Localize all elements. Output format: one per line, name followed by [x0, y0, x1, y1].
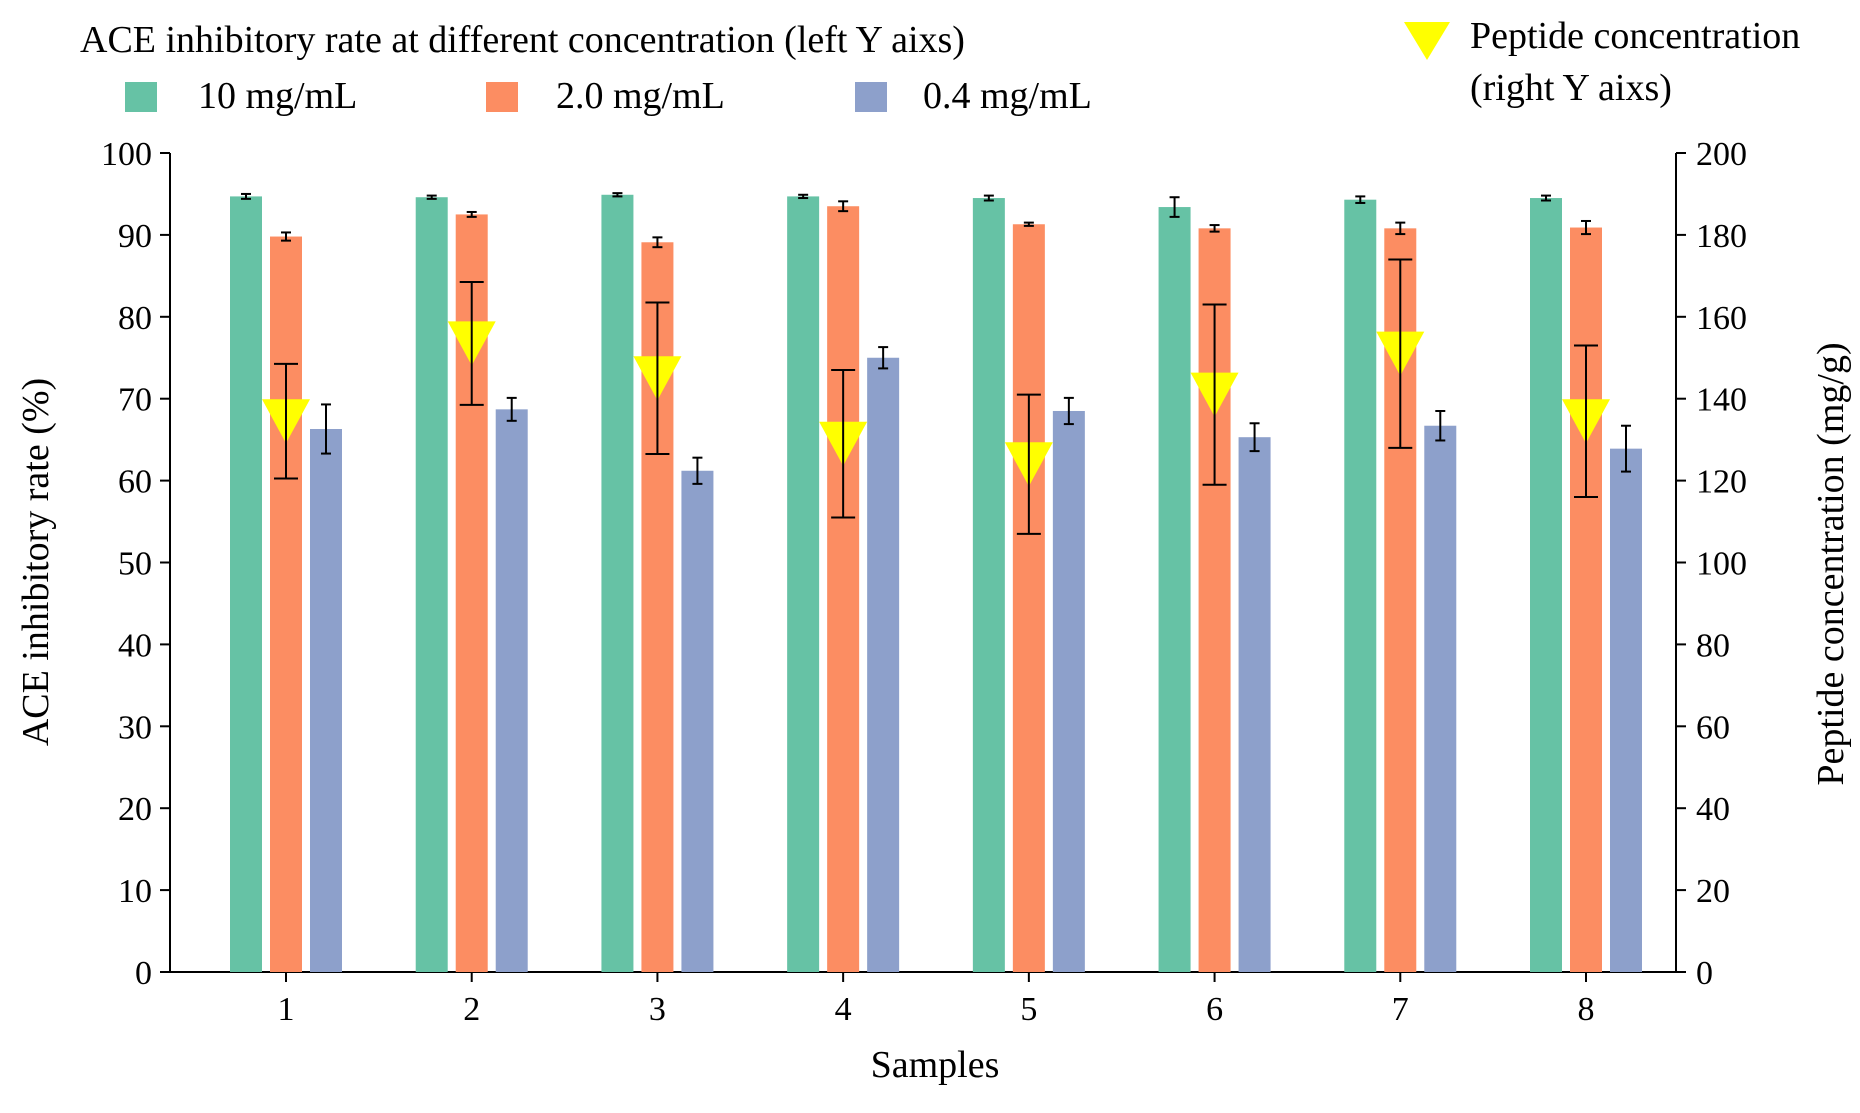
- bar-series-1-sample-1: [230, 196, 262, 973]
- left-y-ticks: 0 10 20 30 40 50 60 70 80 90 100: [101, 136, 170, 992]
- legend-swatch-10mg: [125, 82, 157, 112]
- left-tick-label: 0: [135, 955, 152, 992]
- x-tick-label: 1: [278, 991, 295, 1028]
- y2-axis-title: Peptide concentration (mg/g): [1810, 342, 1852, 785]
- x-tick-label: 5: [1020, 991, 1037, 1028]
- legend-swatch-2mg: [486, 82, 518, 112]
- x-tick-label: 8: [1578, 991, 1595, 1028]
- left-tick-label: 30: [118, 709, 152, 746]
- x-axis-title: Samples: [871, 1044, 1000, 1086]
- x-tick-label: 7: [1392, 991, 1409, 1028]
- x-tick-label: 6: [1206, 991, 1223, 1028]
- right-y-ticks: 0 20 40 60 80 100 120 140 160 180 200: [1676, 136, 1747, 992]
- bar-series-1-sample-3: [601, 194, 634, 973]
- right-tick-label: 60: [1696, 709, 1730, 746]
- left-tick-label: 50: [118, 546, 152, 583]
- y-axis-title: ACE inhibitory rate (%): [15, 378, 57, 746]
- x-ticks: 1 2 3 4 5 6 7 8: [278, 972, 1595, 1028]
- bar-series-3-sample-8: [1610, 448, 1642, 972]
- bar-series-3-sample-4: [867, 357, 900, 972]
- right-tick-label: 40: [1696, 791, 1730, 828]
- bar-series-2-sample-4: [827, 206, 860, 973]
- left-tick-label: 80: [118, 300, 152, 337]
- left-tick-label: 60: [118, 464, 152, 501]
- bar-series-1-sample-6: [1158, 207, 1191, 972]
- bar-series-1-sample-5: [972, 198, 1005, 973]
- legend-label-10mg: 10 mg/mL: [198, 75, 357, 117]
- right-tick-label: 180: [1696, 218, 1747, 255]
- left-tick-label: 40: [118, 627, 152, 664]
- legend-title: ACE inhibitory rate at different concent…: [80, 19, 965, 61]
- left-tick-label: 100: [101, 136, 152, 173]
- left-tick-label: 90: [118, 218, 152, 255]
- peptide-overlay: [262, 258, 1610, 535]
- right-tick-label: 120: [1696, 464, 1747, 501]
- bar-series-2-sample-1: [270, 236, 302, 973]
- bar-series-1-sample-7: [1344, 199, 1377, 973]
- legend-peptide-label-line2: (right Y aixs): [1470, 67, 1672, 109]
- left-tick-label: 10: [118, 873, 152, 910]
- legend-swatch-0-4mg: [855, 82, 887, 112]
- right-tick-label: 160: [1696, 300, 1747, 337]
- right-tick-label: 200: [1696, 136, 1747, 173]
- legend-peptide-label: Peptide concentration: [1470, 15, 1800, 57]
- bar-series-3-sample-1: [310, 429, 342, 972]
- bar-series-3-sample-3: [681, 470, 714, 972]
- bar-series-1-sample-8: [1530, 198, 1562, 973]
- bar-series-1-sample-2: [415, 197, 448, 972]
- bar-series-2-sample-5: [1012, 224, 1045, 973]
- bar-series-3-sample-6: [1238, 437, 1271, 972]
- bar-series-2-sample-8: [1570, 227, 1602, 973]
- left-tick-label: 70: [118, 382, 152, 419]
- right-tick-label: 0: [1696, 955, 1713, 992]
- right-tick-label: 20: [1696, 873, 1730, 910]
- bar-series-1-sample-4: [787, 196, 820, 973]
- x-tick-label: 2: [463, 991, 480, 1028]
- legend-label-0-4mg: 0.4 mg/mL: [923, 75, 1092, 117]
- x-tick-label: 3: [649, 991, 666, 1028]
- legend-label-2mg: 2.0 mg/mL: [556, 75, 725, 117]
- right-tick-label: 80: [1696, 627, 1730, 664]
- legend-triangle-icon: [1404, 22, 1450, 60]
- bar-series-3-sample-5: [1052, 410, 1085, 972]
- bar-series-3-sample-2: [495, 409, 528, 972]
- right-tick-label: 140: [1696, 382, 1747, 419]
- right-tick-label: 100: [1696, 546, 1747, 583]
- bar-series-3-sample-7: [1424, 425, 1457, 972]
- x-tick-label: 4: [835, 991, 852, 1028]
- left-tick-label: 20: [118, 791, 152, 828]
- legend: ACE inhibitory rate at different concent…: [80, 15, 1800, 117]
- bars: [230, 192, 1642, 973]
